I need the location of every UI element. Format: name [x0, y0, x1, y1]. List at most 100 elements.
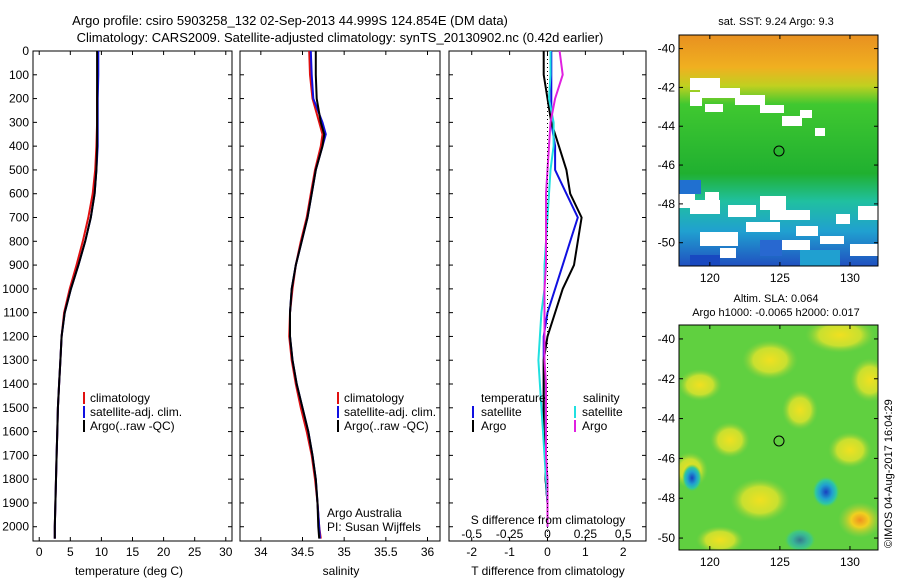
depth-tick-label: 300	[9, 115, 29, 129]
x-tick-label: 0	[544, 545, 551, 559]
depth-tick-label: 800	[9, 234, 29, 248]
lat-tick-label: -50	[658, 236, 676, 250]
depth-tick-label: 1300	[2, 353, 29, 367]
depth-tick-label: 1100	[3, 306, 29, 320]
depth-axis: 0 100 200 300 400 500 600 700 800 900 1000 1100 1200…	[2, 44, 29, 534]
series-line-argo-raw-qc-	[289, 51, 326, 539]
lat-tick-label: -44	[658, 119, 676, 133]
legend-heading-salinity: salinity	[583, 391, 620, 405]
x-tick-label: 30	[219, 545, 233, 559]
credit-line2: PI: Susan Wijffels	[327, 520, 421, 534]
legend-label-climatology: climatology	[90, 391, 150, 405]
t-difference-axis-label: T difference from climatology	[471, 564, 625, 578]
cloud-mask	[679, 78, 878, 258]
lon-tick-label: 130	[840, 271, 860, 285]
x-tick-label: 34.5	[291, 545, 315, 559]
legend-label-argo: Argo(..raw -QC)	[344, 419, 429, 433]
x-tick-label: 20	[157, 545, 171, 559]
legend-heading-temperature: temperature	[481, 391, 546, 405]
lat-tick-label: -42	[658, 80, 676, 94]
lat-tick-label: -42	[658, 372, 676, 386]
sla-map-subtitle: Argo h1000: -0.0065 h2000: 0.017	[692, 307, 860, 319]
salinity-panel: 34 34.5 35 35.5 36	[239, 50, 441, 559]
temperature-panel: 0 5 10 15 20 25 30	[32, 50, 233, 559]
x-tick-label: 15	[126, 545, 140, 559]
depth-tick-label: 700	[9, 211, 29, 225]
sla-map-title: Altim. SLA: 0.064	[734, 293, 819, 305]
sst-map-axes: -40 -42 -44 -46 -48 -50 120 125 130	[658, 35, 878, 285]
sst-map-title: sat. SST: 9.24 Argo: 9.3	[718, 16, 834, 28]
legend-label-t-argo: Argo	[481, 419, 507, 433]
x-tick-label: 35	[337, 545, 351, 559]
depth-tick-label: 600	[9, 187, 29, 201]
x-tick-label: 36	[421, 545, 435, 559]
sla-map: Altim. SLA: 0.064 Argo h1000: -0.0065 h2…	[658, 293, 879, 569]
s-tick-label: 0	[544, 527, 551, 541]
depth-tick-label: 100	[9, 68, 29, 82]
lat-tick-label: -48	[658, 491, 676, 505]
sst-map: sat. SST: 9.24 Argo: 9.3	[658, 16, 879, 285]
argo-location-marker	[773, 145, 785, 157]
lon-tick-label: 120	[700, 271, 720, 285]
s-tick-label: -0.25	[496, 527, 524, 541]
cold-patches	[679, 180, 840, 266]
depth-tick-label: 1400	[2, 377, 29, 391]
depth-tick-label: 400	[9, 139, 29, 153]
credit-line1: Argo Australia	[327, 506, 402, 520]
legend-label-s-satellite: satellite	[582, 405, 623, 419]
depth-tick-label: 2000	[2, 520, 29, 534]
salinity-legend: climatology satellite-adj. clim. Argo(..…	[337, 391, 436, 433]
difference-panel: -2 -1 0 1 2 -0.5 -0.25 0 0.25 0.5	[448, 50, 647, 559]
x-tick-label: 35.5	[374, 545, 398, 559]
figure-title-line1: Argo profile: csiro 5903258_132 02-Sep-2…	[72, 13, 508, 28]
depth-tick-label: 1000	[2, 282, 29, 296]
plot-frame	[239, 50, 441, 542]
x-tick-label: -1	[504, 545, 515, 559]
argo-location-marker	[773, 435, 785, 447]
difference-legend: temperature salinity satellite Argo sate…	[472, 391, 623, 433]
depth-tick-label: 900	[9, 258, 29, 272]
x-tick-label: 5	[67, 545, 74, 559]
x-tick-label: 1	[582, 545, 589, 559]
temperature-axis-label: temperature (deg C)	[75, 564, 183, 578]
plot-frame	[32, 50, 233, 542]
series-line-salinity-argo	[543, 50, 564, 527]
lon-tick-label: 125	[770, 555, 790, 569]
lon-tick-label: 120	[700, 555, 720, 569]
sst-map-frame	[678, 34, 879, 267]
temperature-legend: climatology satellite-adj. clim. Argo(..…	[83, 391, 182, 433]
lat-tick-label: -40	[658, 332, 676, 346]
lon-tick-label: 125	[770, 271, 790, 285]
s-tick-label: 0.25	[574, 527, 598, 541]
legend-label-climatology: climatology	[344, 391, 404, 405]
legend-label-satellite: satellite-adj. clim.	[90, 405, 182, 419]
legend-label-s-argo: Argo	[582, 419, 608, 433]
depth-tick-label: 1700	[2, 448, 29, 462]
s-tick-label: -0.5	[461, 527, 482, 541]
depth-tick-label: 200	[9, 92, 29, 106]
legend-label-t-satellite: satellite	[481, 405, 522, 419]
s-tick-label: 0.5	[615, 527, 632, 541]
x-tick-label: 34	[254, 545, 268, 559]
depth-tick-label: 0	[22, 44, 29, 58]
x-tick-label: 10	[95, 545, 109, 559]
x-tick-label: 25	[188, 545, 202, 559]
imos-watermark: ©IMOS 04-Aug-2017 16:04:29	[883, 399, 895, 548]
lat-tick-label: -46	[658, 451, 676, 465]
depth-tick-label: 1200	[2, 329, 29, 343]
lat-tick-label: -48	[658, 197, 676, 211]
lat-tick-label: -44	[658, 412, 676, 426]
sla-map-axes: -40 -42 -44 -46 -48 -50 120 125 130	[658, 325, 878, 569]
depth-tick-label: 1500	[2, 401, 29, 415]
x-tick-label: 2	[620, 545, 627, 559]
x-tick-label: -2	[466, 545, 477, 559]
depth-tick-label: 500	[9, 163, 29, 177]
legend-label-satellite: satellite-adj. clim.	[344, 405, 436, 419]
s-difference-axis-label: S difference from climatology	[471, 513, 626, 527]
depth-tick-label: 1600	[2, 425, 29, 439]
depth-tick-label: 1800	[2, 472, 29, 486]
depth-tick-label: 1900	[2, 496, 29, 510]
x-tick-label: 0	[36, 545, 43, 559]
sla-map-frame	[678, 324, 879, 551]
